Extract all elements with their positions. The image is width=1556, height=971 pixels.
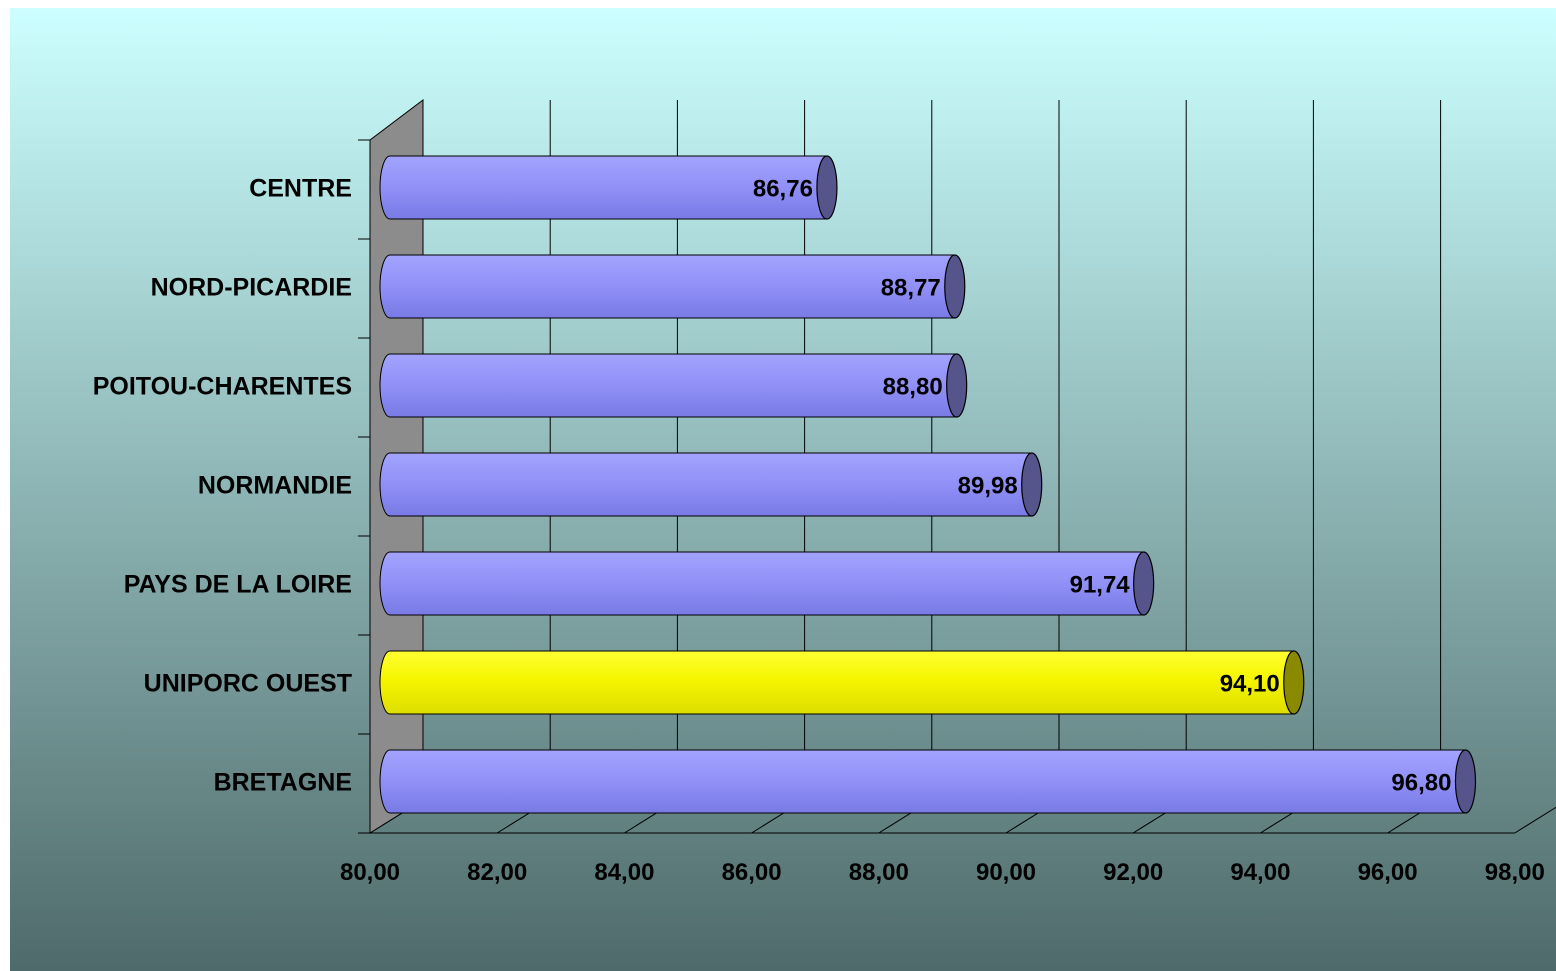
- bar-end-cap: [1454, 749, 1477, 814]
- x-tick-label: 82,00: [467, 859, 527, 886]
- category-label: PAYS DE LA LOIRE: [124, 571, 352, 599]
- category-label: UNIPORC OUEST: [144, 670, 352, 698]
- x-tick-label: 90,00: [976, 859, 1036, 886]
- bar-value-label: 88,77: [881, 275, 941, 302]
- category-label: NORMANDIE: [198, 472, 352, 500]
- x-tick-label: 92,00: [1103, 859, 1163, 886]
- bar-value-label: 91,74: [1070, 572, 1131, 599]
- bar: [390, 453, 1032, 516]
- bar-value-label: 96,80: [1391, 770, 1451, 797]
- bar: [390, 651, 1294, 714]
- bar: [390, 354, 957, 417]
- bar-end-cap: [1283, 650, 1305, 715]
- x-tick-label: 94,00: [1230, 859, 1290, 886]
- category-label: BRETAGNE: [214, 769, 352, 797]
- bar-end-cap: [946, 353, 968, 418]
- bar-end-cap: [944, 254, 966, 319]
- category-label: CENTRE: [249, 175, 352, 203]
- bar: [390, 156, 827, 219]
- bar-end-cap: [816, 155, 838, 220]
- floor-gridline: [1514, 806, 1556, 834]
- bar-value-label: 94,10: [1220, 671, 1280, 698]
- bar-end-cap: [1133, 551, 1155, 616]
- bar-value-label: 89,98: [958, 473, 1018, 500]
- x-tick-label: 84,00: [594, 859, 654, 886]
- bar-end-cap: [1021, 452, 1043, 517]
- x-tick-label: 80,00: [340, 859, 400, 886]
- bar-value-label: 88,80: [883, 374, 943, 401]
- x-tick-label: 86,00: [722, 859, 782, 886]
- x-tick-label: 88,00: [849, 859, 909, 886]
- bar: [390, 750, 1466, 813]
- bar: [390, 255, 955, 318]
- category-label: NORD-PICARDIE: [151, 274, 352, 302]
- bar: [390, 552, 1144, 615]
- category-label: POITOU-CHARENTES: [93, 373, 352, 401]
- bar-value-label: 86,76: [753, 176, 813, 203]
- x-tick-label: 96,00: [1358, 859, 1418, 886]
- x-tick-label: 98,00: [1485, 859, 1545, 886]
